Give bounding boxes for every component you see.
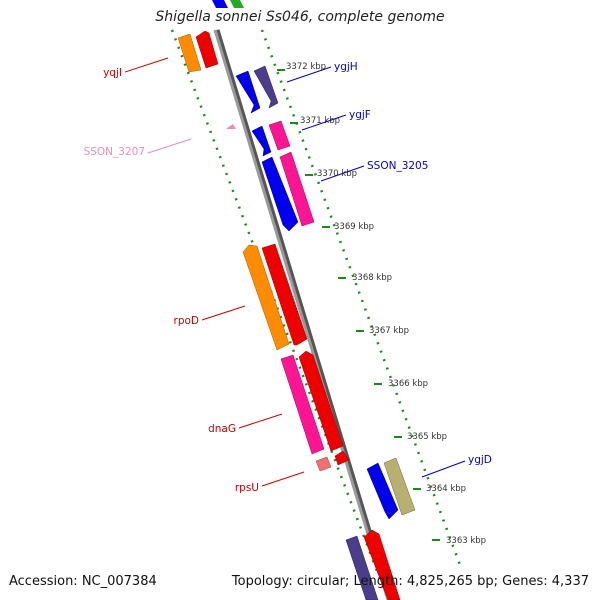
gene-feature-top-blue[interactable] <box>212 0 228 8</box>
gene-label-rpsU[interactable]: rpsU <box>235 482 259 494</box>
leader-yqjI <box>124 57 169 73</box>
gene-feature-ygjF-blue[interactable] <box>251 125 272 157</box>
gene-label-ygjF[interactable]: ygjF <box>349 109 371 121</box>
gene-feature-dnaG-magenta[interactable] <box>280 354 325 455</box>
gene-feature-rpsU[interactable] <box>315 456 332 472</box>
gene-feature-ygjH-blue[interactable] <box>235 70 261 114</box>
gene-feature-yqjI-red[interactable] <box>195 30 219 69</box>
gene-feature-SSON_3207[interactable] <box>226 124 236 129</box>
leader-rpsU <box>261 471 305 487</box>
tick-label-3367: 3367 kbp <box>369 326 409 336</box>
tick-label-3370: 3370 kbp <box>317 169 357 179</box>
gene-feature-SSON_3205-magenta[interactable] <box>279 151 315 227</box>
gene-feature-rpoD-orange[interactable] <box>242 244 290 351</box>
tick-label-3371: 3371 kbp <box>300 116 340 126</box>
gene-feature-ygjD-khaki[interactable] <box>383 457 416 516</box>
accession-text: Accession: NC_007384 <box>9 574 157 589</box>
gene-label-rpoD[interactable]: rpoD <box>174 315 200 327</box>
gene-feature-bottom-red[interactable] <box>363 529 401 600</box>
tick-label-3365: 3365 kbp <box>407 432 447 442</box>
gene-feature-rpoD-red[interactable] <box>261 243 308 346</box>
tick-label-3364: 3364 kbp <box>426 484 466 494</box>
gene-feature-ygjH-navy[interactable] <box>253 65 279 109</box>
gene-feature-dnaG-red[interactable] <box>298 350 344 452</box>
gene-feature-ygjD-blue[interactable] <box>366 462 399 520</box>
leader-ygjD <box>421 460 466 478</box>
backbone <box>213 29 390 600</box>
gene-label-ygjH[interactable]: ygjH <box>334 61 358 73</box>
tick-label-3372: 3372 kbp <box>286 62 326 72</box>
gene-feature-SSON_3205-blue[interactable] <box>261 156 299 232</box>
gene-feature-top-green[interactable] <box>230 0 244 8</box>
leader-ygjF <box>301 114 347 131</box>
tick-label-3369: 3369 kbp <box>334 222 374 232</box>
gene-feature-yqjI-orange[interactable] <box>177 33 202 73</box>
leader-dnaG <box>238 413 283 429</box>
gene-label-SSON_3207[interactable]: SSON_3207 <box>84 146 145 158</box>
gene-label-yqjI[interactable]: yqjI <box>103 67 122 79</box>
gene-feature-rpsU-red[interactable] <box>334 450 350 466</box>
gene-feature-ygjF-magenta[interactable] <box>268 120 291 151</box>
tick-label-3363: 3363 kbp <box>446 536 486 546</box>
gene-label-ygjD[interactable]: ygjD <box>468 454 492 466</box>
leader-rpoD <box>201 305 246 321</box>
leader-SSON_3207 <box>147 138 192 154</box>
tick-marks <box>277 69 440 541</box>
leader-SSON_3205 <box>320 165 365 182</box>
backbone-shadow <box>214 29 393 600</box>
topology-text: Topology: circular; Length: 4,825,265 bp… <box>231 574 589 589</box>
gene-label-dnaG[interactable]: dnaG <box>208 423 236 435</box>
gene-feature-bottom-navy[interactable] <box>345 535 379 600</box>
leader-ygjH <box>286 66 332 83</box>
map-title: Shigella sonnei Ss046, complete genome <box>155 9 445 25</box>
tick-label-3366: 3366 kbp <box>388 379 428 389</box>
tick-label-3368: 3368 kbp <box>352 273 392 283</box>
gene-label-SSON_3205[interactable]: SSON_3205 <box>367 160 428 172</box>
